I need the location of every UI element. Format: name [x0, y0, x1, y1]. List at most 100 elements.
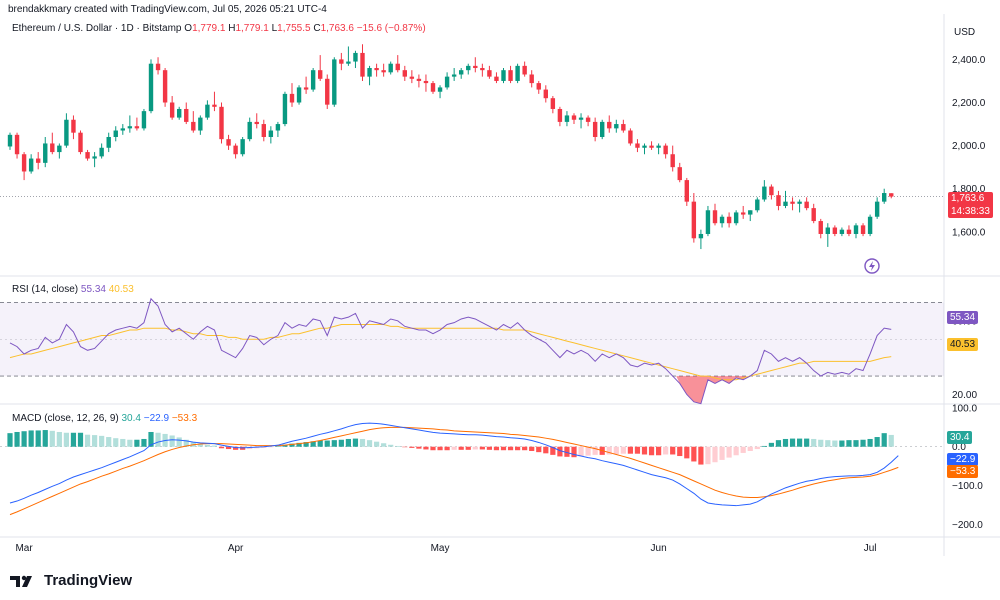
macd-histogram-bar: [218, 446, 225, 449]
macd-histogram-bar: [811, 438, 817, 447]
macd-histogram-bar: [70, 432, 77, 447]
macd-histogram-bar: [522, 446, 528, 451]
candle-body: [275, 124, 281, 131]
macd-line-badge: −22.9: [947, 453, 979, 466]
macd-histogram-bar: [204, 444, 210, 447]
macd-histogram-bar: [846, 440, 852, 447]
candle-body: [663, 145, 668, 155]
macd-histogram-bar: [641, 446, 648, 455]
rsi-legend-label: RSI (14, close): [12, 284, 79, 295]
candle-body: [127, 126, 133, 129]
candle-body: [423, 80, 429, 84]
candle-body: [529, 74, 534, 84]
price-tick-label: 2,000.0: [952, 141, 986, 152]
candle-body: [853, 225, 859, 234]
tradingview-logo[interactable]: TradingView: [10, 572, 132, 589]
candle-body: [367, 68, 372, 77]
lightning-alert-icon[interactable]: [864, 258, 880, 274]
macd-histogram-bar: [183, 439, 189, 447]
macd-histogram-bar: [409, 446, 415, 448]
rsi-ma-value-badge: 40.53: [947, 338, 979, 351]
macd-histogram-bar: [84, 434, 91, 447]
macd-histogram-bar: [28, 430, 34, 447]
close-key: C: [313, 23, 321, 34]
macd-histogram-bar: [656, 446, 662, 456]
candle-body: [649, 145, 654, 148]
candle-body: [600, 121, 605, 137]
close-value: 1,763.6: [320, 23, 354, 34]
macd-histogram-bar: [233, 446, 239, 450]
macd-histogram-bar: [874, 437, 880, 447]
candle-body: [839, 229, 845, 234]
candle-body: [501, 70, 506, 81]
macd-histogram-bar: [698, 446, 704, 465]
macd-histogram-bar: [867, 438, 873, 447]
rsi-tick-label: 20.00: [952, 390, 977, 401]
macd-histogram-bar: [726, 446, 732, 458]
candle-body: [882, 193, 887, 202]
candle-body: [169, 102, 175, 118]
candle-body: [99, 147, 104, 157]
macd-histogram-bar: [381, 443, 387, 447]
candle-body: [585, 117, 591, 122]
candle-body: [473, 65, 478, 69]
macd-histogram-bar: [35, 430, 41, 447]
macd-histogram-bar: [225, 446, 232, 450]
candle-body: [480, 68, 485, 71]
candle-body: [289, 93, 295, 103]
macd-histogram-bar: [374, 441, 380, 447]
macd-histogram-bar: [282, 444, 288, 447]
candle-body: [832, 227, 838, 234]
bar-countdown: 14:38:33: [951, 206, 990, 217]
macd-histogram-bar: [719, 446, 725, 460]
candle-body: [21, 154, 27, 172]
candle-body: [296, 87, 302, 103]
candle-body: [430, 83, 436, 92]
signal-legend-value: −53.3: [171, 413, 198, 424]
candle-body: [790, 201, 795, 204]
candle-body: [628, 130, 633, 144]
macd-histogram-bar: [606, 446, 612, 455]
macd-histogram-bar: [775, 440, 782, 447]
candle-body: [155, 63, 161, 71]
macd-histogram-bar: [592, 446, 598, 455]
rsi-ma-legend-value: 40.53: [108, 284, 134, 295]
candle-body: [444, 76, 450, 88]
candle-body: [705, 210, 711, 234]
macd-histogram-bar: [782, 438, 789, 447]
macd-legend-value: −22.9: [143, 413, 170, 424]
candle-body: [148, 63, 154, 112]
macd-histogram-bar: [99, 435, 105, 447]
macd-histogram-bar: [564, 446, 570, 457]
macd-histogram-bar: [733, 446, 739, 456]
candle-body: [113, 130, 118, 137]
macd-histogram-bar: [740, 446, 746, 453]
candle-body: [769, 186, 774, 196]
macd-histogram-bar: [345, 438, 351, 447]
candle-body: [571, 115, 577, 120]
candle-body: [656, 145, 661, 148]
macd-histogram-bar: [92, 435, 98, 447]
currency-button[interactable]: USD: [954, 27, 976, 38]
candle-body: [50, 143, 55, 153]
candle-body: [162, 70, 168, 103]
candle-body: [592, 121, 598, 137]
candle-body: [198, 117, 203, 131]
macd-histogram-bar: [529, 446, 535, 451]
macd-histogram-bar: [804, 438, 810, 447]
macd-histogram-bar: [296, 442, 302, 447]
macd-tick-label: 100.0: [952, 403, 977, 414]
rsi-legend-value: 55.34: [80, 284, 106, 295]
macd-histogram-bar: [303, 442, 309, 447]
candle-body: [783, 201, 788, 206]
candle-body: [889, 193, 894, 197]
macd-histogram-bar: [789, 438, 796, 447]
candle-body: [459, 70, 464, 75]
chart-creator-caption: brendakkmary created with TradingView.co…: [8, 4, 327, 15]
candle-body: [416, 78, 422, 81]
macd-histogram-bar: [627, 446, 633, 454]
macd-histogram-bar: [507, 446, 514, 451]
candle-body: [120, 128, 125, 131]
candle-body: [635, 143, 640, 148]
